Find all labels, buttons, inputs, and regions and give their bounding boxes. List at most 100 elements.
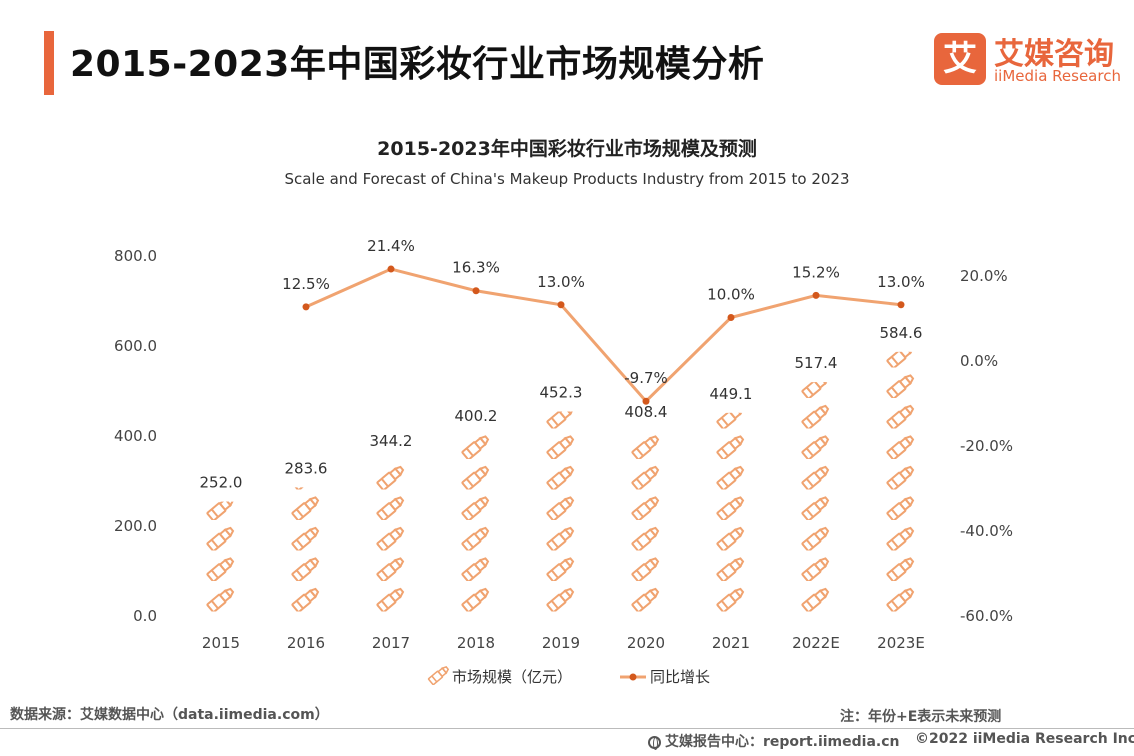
y-left-tick-label: 0.0 xyxy=(133,607,157,625)
lipstick-icon xyxy=(886,374,916,398)
lipstick-icon xyxy=(546,587,576,612)
page-title: 2015-2023年中国彩妆行业市场规模分析 xyxy=(70,44,765,85)
lipstick-icon xyxy=(377,404,405,430)
lipstick-icon xyxy=(376,557,406,581)
lipstick-icon xyxy=(716,557,746,581)
y-left-tick-label: 200.0 xyxy=(114,517,157,535)
y-left-tick-label: 600.0 xyxy=(114,337,157,355)
lipstick-icon xyxy=(291,496,321,520)
bar-value-label: 584.6 xyxy=(880,324,923,342)
lipstick-icon xyxy=(461,557,491,581)
growth-point xyxy=(727,314,735,321)
bar-value-label: 408.4 xyxy=(625,403,668,421)
lipstick-icon xyxy=(631,465,661,490)
lipstick-icon xyxy=(546,557,576,581)
x-tick-label: 2017 xyxy=(372,634,410,652)
x-tick-label: 2016 xyxy=(287,634,325,652)
legend-bar-icon xyxy=(427,665,451,685)
bar xyxy=(461,435,491,612)
x-tick-label: 2021 xyxy=(712,634,750,652)
lipstick-icon xyxy=(376,465,406,490)
growth-point xyxy=(897,301,905,309)
lipstick-icon xyxy=(461,587,491,612)
bar-value-label: 283.6 xyxy=(285,459,328,477)
bar-value-label: 449.1 xyxy=(710,385,753,403)
footer-report: 艾媒报告中心：report.iimedia.cn xyxy=(648,731,900,751)
lipstick-icon xyxy=(801,496,831,520)
lipstick-icon xyxy=(801,587,831,612)
lipstick-icon xyxy=(291,526,321,551)
growth-point xyxy=(557,301,565,309)
lipstick-icon xyxy=(376,496,406,520)
lipstick-icon xyxy=(716,465,746,490)
lipstick-icon xyxy=(546,496,576,520)
growth-value-label: 21.4% xyxy=(367,237,415,255)
lipstick-icon xyxy=(801,557,831,581)
lipstick-icon xyxy=(631,587,661,612)
growth-value-label: 13.0% xyxy=(537,273,585,291)
x-tick-label: 2015 xyxy=(202,634,240,652)
lipstick-icon xyxy=(631,526,661,551)
lipstick-icon xyxy=(291,587,321,612)
bar xyxy=(801,382,831,612)
lipstick-icon xyxy=(801,526,831,551)
lipstick-icon xyxy=(886,435,916,459)
lipstick-icon xyxy=(716,587,746,612)
growth-point xyxy=(472,287,480,295)
y-left-tick-label: 800.0 xyxy=(114,247,157,265)
lipstick-icon xyxy=(716,526,746,551)
lipstick-icon xyxy=(801,382,831,398)
lipstick-icon xyxy=(292,434,320,460)
growth-value-label: 13.0% xyxy=(877,273,925,291)
lipstick-icon xyxy=(801,465,831,490)
y-right-tick-label: -20.0% xyxy=(960,437,1013,455)
growth-line xyxy=(305,267,902,404)
lipstick-icon xyxy=(716,496,746,520)
growth-point xyxy=(812,291,820,299)
footer-source: 数据来源：艾媒数据中心（data.iimedia.com） xyxy=(10,707,329,723)
logo-english-name: iiMedia Research xyxy=(994,67,1121,85)
footer-report-text: 艾媒报告中心：report.iimedia.cn xyxy=(665,734,900,750)
y-right-tick-label: 0.0% xyxy=(960,352,998,370)
y-right-tick-label: 20.0% xyxy=(960,267,1008,285)
bar-value-label: 344.2 xyxy=(370,432,413,450)
growth-value-label: 10.0% xyxy=(707,286,755,304)
lipstick-icon xyxy=(206,501,236,520)
lipstick-icon xyxy=(461,465,491,490)
lipstick-icon xyxy=(801,404,831,429)
growth-value-label: 16.3% xyxy=(452,259,500,277)
lipstick-icon xyxy=(461,496,491,520)
x-tick-label: 2018 xyxy=(457,634,495,652)
lipstick-icon xyxy=(631,496,661,520)
growth-value-label: -9.7% xyxy=(624,369,668,387)
lipstick-icon xyxy=(716,435,746,459)
bar-value-label: 452.3 xyxy=(540,383,583,401)
lipstick-icon xyxy=(631,435,661,459)
lipstick-icon xyxy=(886,351,916,368)
growth-point xyxy=(642,397,650,405)
growth-point xyxy=(387,265,395,273)
bar xyxy=(546,411,576,612)
lipstick-icon xyxy=(546,411,576,429)
market-size-chart: 0.0 200.0 400.0 600.0 800.0 -60.0% -40.0% -20.… xyxy=(114,237,1013,686)
lipstick-icon xyxy=(886,404,916,429)
bar-value-label: 252.0 xyxy=(200,474,243,492)
legend-bar-label: 市场规模（亿元） xyxy=(452,668,572,686)
x-tick-label: 2019 xyxy=(542,634,580,652)
growth-point xyxy=(302,303,310,311)
lipstick-icon xyxy=(206,557,236,581)
lipstick-icon xyxy=(886,526,916,551)
growth-value-label: 12.5% xyxy=(282,275,330,293)
globe-icon xyxy=(648,736,661,750)
y-right-tick-label: -60.0% xyxy=(960,607,1013,625)
lipstick-icon xyxy=(376,587,406,612)
chart-subtitle: Scale and Forecast of China's Makeup Pro… xyxy=(284,170,850,188)
lipstick-icon xyxy=(631,557,661,581)
lipstick-icon xyxy=(886,557,916,581)
x-tick-label: 2022E xyxy=(792,634,840,652)
legend-line-marker xyxy=(629,673,637,681)
growth-value-label: 15.2% xyxy=(792,263,840,281)
iimedia-logo: 艾 艾媒咨询 iiMedia Research xyxy=(934,33,1124,89)
lipstick-icon xyxy=(716,412,746,429)
title-accent-bar xyxy=(44,31,54,95)
